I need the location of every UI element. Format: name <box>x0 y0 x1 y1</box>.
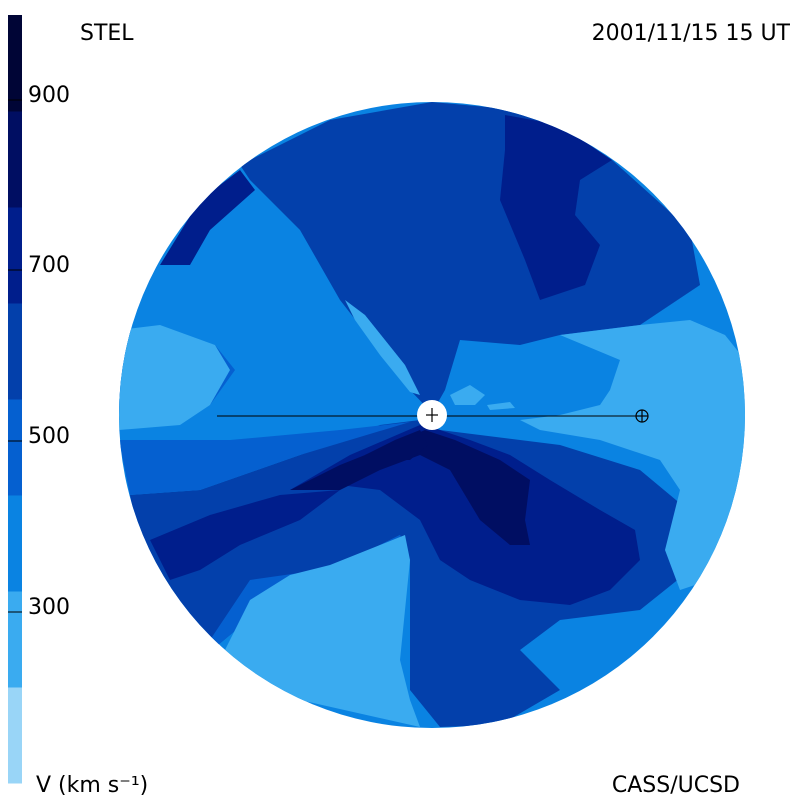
colorbar-band-500 <box>8 399 22 496</box>
timestamp-label: 2001/11/15 15 UT <box>592 21 791 46</box>
colorbar: 900 700 500 300 <box>8 15 70 784</box>
colorbar-band-700 <box>8 207 22 304</box>
colorbar-band-200 <box>8 687 22 784</box>
colorbar-band-300 <box>8 591 22 688</box>
colorbar-bands <box>8 15 22 784</box>
observatory-label: STEL <box>80 21 134 46</box>
colorbar-band-600 <box>8 303 22 400</box>
units-label: V (km s⁻¹) <box>36 773 148 798</box>
colorbar-tick-label-500: 500 <box>28 424 70 449</box>
earth-icon <box>636 410 648 422</box>
colorbar-tick-label-300: 300 <box>28 595 70 620</box>
colorbar-band-400 <box>8 495 22 592</box>
colorbar-tick-label-900: 900 <box>28 83 70 108</box>
credit-label: CASS/UCSD <box>612 773 740 798</box>
colorbar-band-900 <box>8 15 22 112</box>
colorbar-band-800 <box>8 111 22 208</box>
colorbar-tick-label-700: 700 <box>28 253 70 278</box>
sun-icon <box>417 400 447 430</box>
